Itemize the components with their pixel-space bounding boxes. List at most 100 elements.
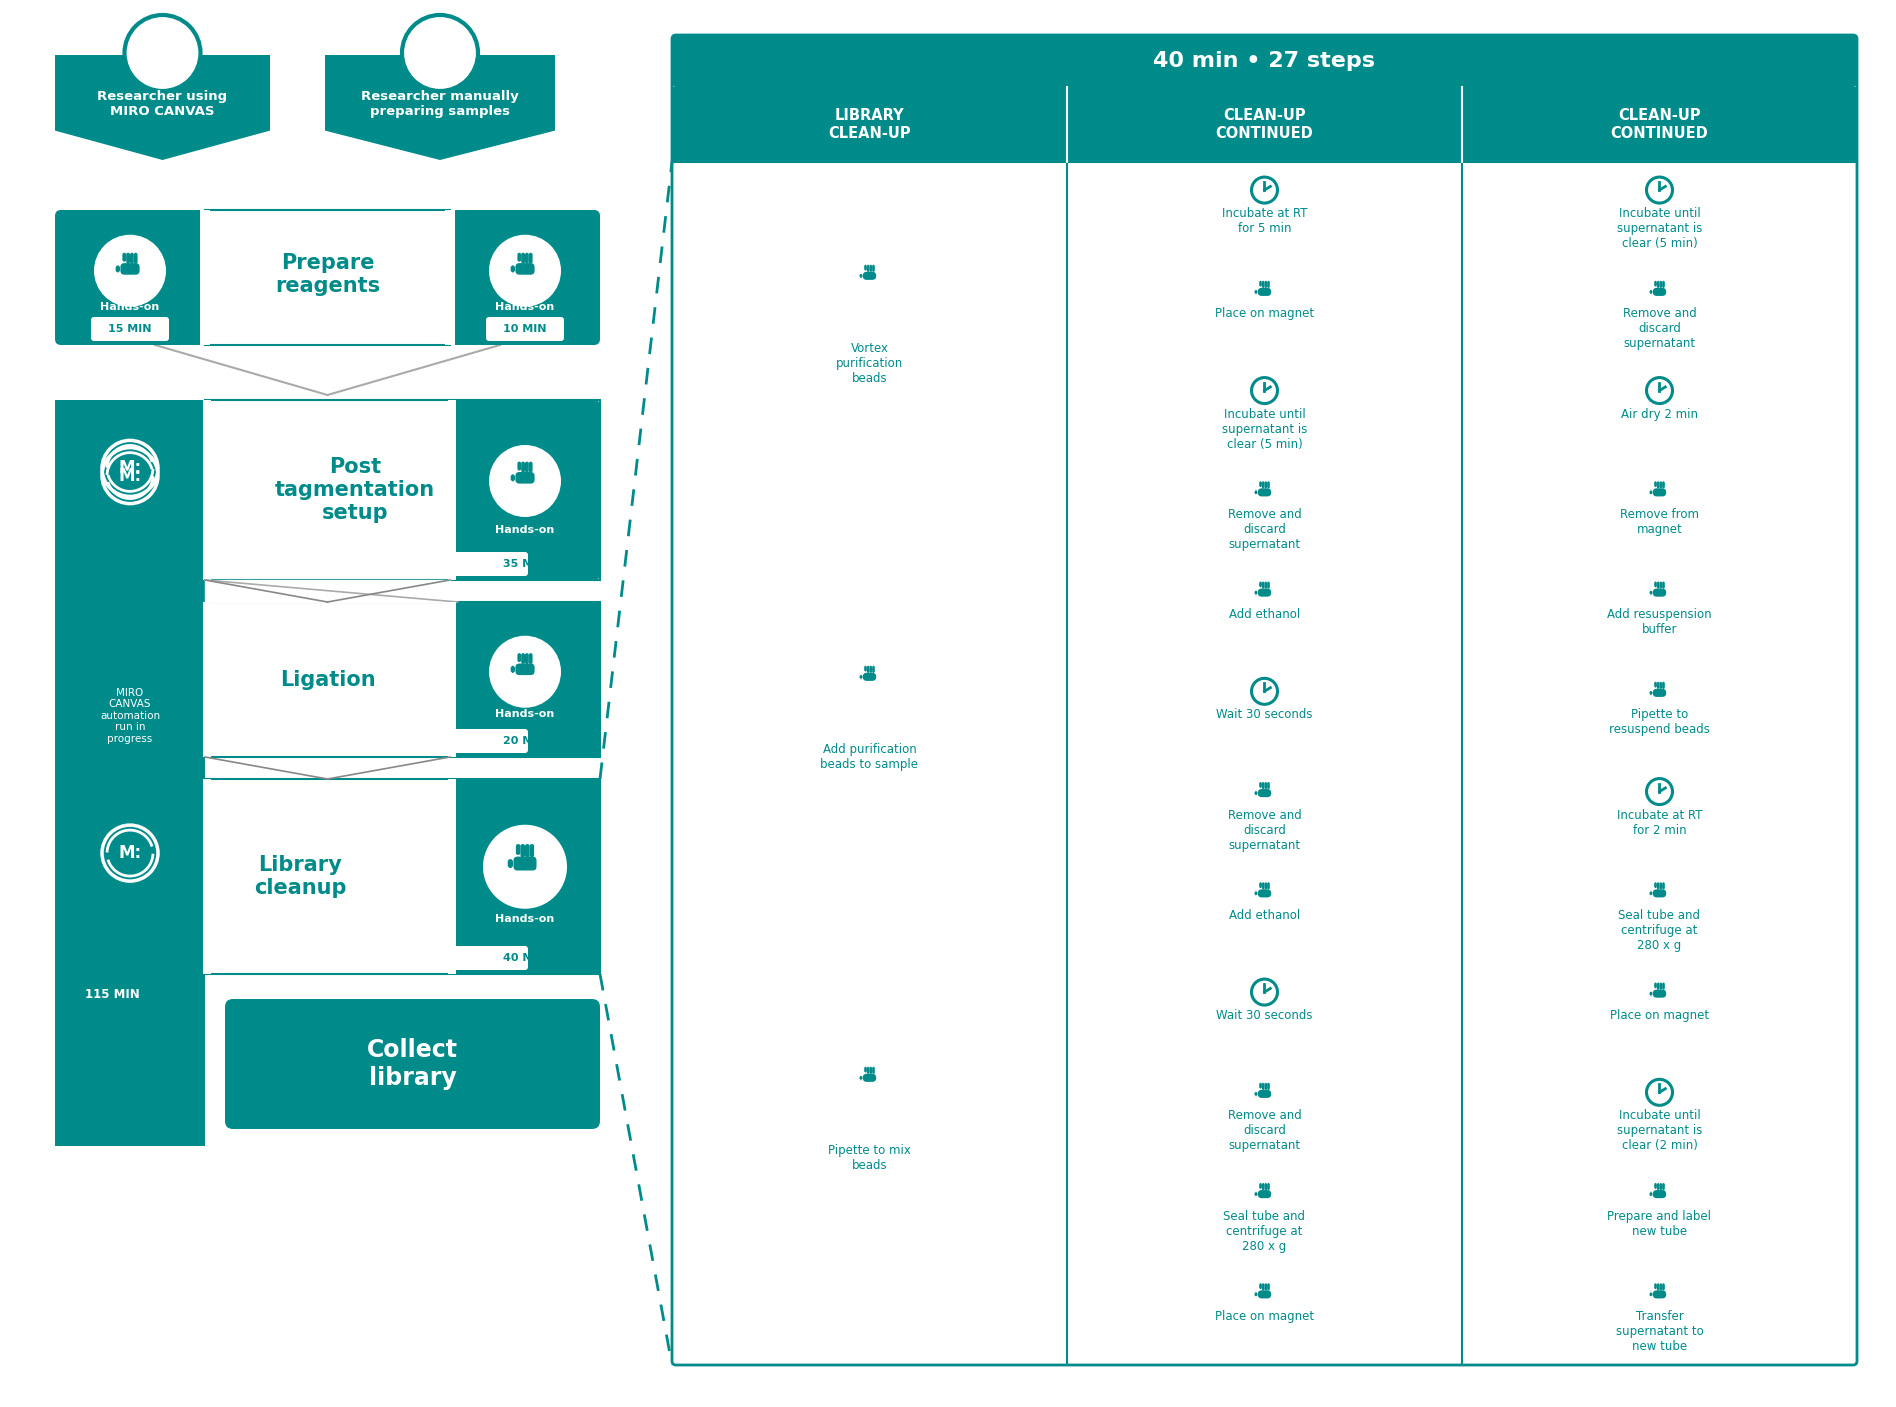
FancyBboxPatch shape <box>1650 1192 1653 1197</box>
Text: Wait 30 seconds: Wait 30 seconds <box>1215 708 1312 722</box>
Circle shape <box>155 42 169 55</box>
FancyBboxPatch shape <box>1657 280 1659 288</box>
FancyBboxPatch shape <box>1259 1082 1263 1089</box>
Text: Transfer
supernatant to
new tube: Transfer supernatant to new tube <box>1615 1310 1703 1354</box>
FancyBboxPatch shape <box>872 1067 874 1074</box>
FancyBboxPatch shape <box>447 946 527 969</box>
FancyBboxPatch shape <box>1263 1183 1265 1190</box>
Circle shape <box>125 15 201 91</box>
FancyBboxPatch shape <box>205 779 599 974</box>
Text: Hands-on: Hands-on <box>495 303 556 312</box>
Circle shape <box>483 825 567 909</box>
Text: CLEAN-UP
CONTINUED: CLEAN-UP CONTINUED <box>1610 108 1708 141</box>
FancyBboxPatch shape <box>449 779 599 974</box>
FancyBboxPatch shape <box>518 653 521 663</box>
FancyBboxPatch shape <box>1265 1283 1267 1290</box>
Text: Incubate until
supernatant is
clear (5 min): Incubate until supernatant is clear (5 m… <box>1221 408 1306 450</box>
FancyBboxPatch shape <box>1267 882 1270 889</box>
FancyBboxPatch shape <box>55 210 205 345</box>
FancyBboxPatch shape <box>430 56 449 61</box>
FancyBboxPatch shape <box>1255 1192 1257 1197</box>
Text: MIRO
CANVAS
automation
run in
progress: MIRO CANVAS automation run in progress <box>100 688 159 744</box>
FancyBboxPatch shape <box>671 35 1856 1365</box>
Text: 15 MIN: 15 MIN <box>108 324 152 333</box>
FancyBboxPatch shape <box>510 474 516 481</box>
FancyBboxPatch shape <box>64 982 159 1007</box>
FancyBboxPatch shape <box>1265 1183 1267 1190</box>
Text: 20 MIN: 20 MIN <box>502 736 546 746</box>
FancyBboxPatch shape <box>205 602 599 757</box>
Text: Wait 30 seconds: Wait 30 seconds <box>1215 1009 1312 1021</box>
Text: 40 MIN: 40 MIN <box>502 953 546 962</box>
Polygon shape <box>55 55 269 160</box>
FancyBboxPatch shape <box>1255 1092 1257 1096</box>
FancyBboxPatch shape <box>1265 882 1267 889</box>
FancyBboxPatch shape <box>1255 891 1257 896</box>
FancyBboxPatch shape <box>1653 1190 1667 1199</box>
FancyBboxPatch shape <box>1663 1283 1665 1290</box>
Text: Incubate until
supernatant is
clear (5 min): Incubate until supernatant is clear (5 m… <box>1617 207 1703 250</box>
FancyBboxPatch shape <box>1257 1290 1270 1299</box>
Text: Pipette to mix
beads: Pipette to mix beads <box>829 1144 910 1172</box>
Text: Place on magnet: Place on magnet <box>1215 1310 1314 1323</box>
FancyBboxPatch shape <box>1653 882 1657 888</box>
FancyBboxPatch shape <box>1659 1283 1663 1290</box>
FancyBboxPatch shape <box>1263 882 1265 889</box>
FancyBboxPatch shape <box>872 666 874 673</box>
Text: Hands-on: Hands-on <box>495 915 556 924</box>
Circle shape <box>434 42 446 55</box>
FancyBboxPatch shape <box>529 461 533 473</box>
FancyBboxPatch shape <box>1659 681 1663 689</box>
FancyBboxPatch shape <box>1653 581 1657 588</box>
FancyBboxPatch shape <box>55 400 205 602</box>
FancyBboxPatch shape <box>1257 1190 1270 1199</box>
FancyBboxPatch shape <box>529 253 533 263</box>
Text: Hands-on: Hands-on <box>495 709 556 719</box>
FancyBboxPatch shape <box>859 1075 863 1081</box>
FancyBboxPatch shape <box>518 253 521 262</box>
FancyBboxPatch shape <box>510 265 516 273</box>
FancyBboxPatch shape <box>1650 691 1653 695</box>
FancyBboxPatch shape <box>127 253 131 263</box>
FancyBboxPatch shape <box>525 461 529 473</box>
FancyBboxPatch shape <box>1267 1082 1270 1090</box>
FancyBboxPatch shape <box>863 272 876 280</box>
FancyBboxPatch shape <box>1657 581 1659 590</box>
FancyBboxPatch shape <box>1462 87 1856 162</box>
Text: Hands-on: Hands-on <box>100 303 159 312</box>
FancyBboxPatch shape <box>1659 982 1663 991</box>
Circle shape <box>489 636 561 708</box>
Text: Researcher manually
preparing samples: Researcher manually preparing samples <box>360 90 520 118</box>
FancyBboxPatch shape <box>1265 280 1267 288</box>
FancyBboxPatch shape <box>116 265 119 273</box>
FancyBboxPatch shape <box>516 844 520 855</box>
FancyBboxPatch shape <box>1267 1283 1270 1290</box>
FancyBboxPatch shape <box>1259 882 1263 888</box>
FancyBboxPatch shape <box>485 317 563 340</box>
FancyBboxPatch shape <box>1267 1183 1270 1190</box>
FancyBboxPatch shape <box>521 461 525 473</box>
FancyBboxPatch shape <box>1663 882 1665 889</box>
FancyBboxPatch shape <box>449 210 599 345</box>
FancyBboxPatch shape <box>1265 782 1267 789</box>
FancyBboxPatch shape <box>1653 982 1657 989</box>
FancyBboxPatch shape <box>1650 891 1653 896</box>
Text: Prepare and label
new tube: Prepare and label new tube <box>1608 1210 1712 1238</box>
FancyBboxPatch shape <box>671 35 1856 87</box>
FancyBboxPatch shape <box>866 265 870 272</box>
FancyBboxPatch shape <box>859 273 863 279</box>
Text: Collect
library: Collect library <box>368 1038 459 1090</box>
Text: M:: M: <box>118 467 142 484</box>
FancyBboxPatch shape <box>1657 1183 1659 1190</box>
Text: Remove and
discard
supernatant: Remove and discard supernatant <box>1227 1109 1301 1152</box>
FancyBboxPatch shape <box>1257 1090 1270 1097</box>
FancyBboxPatch shape <box>865 265 866 270</box>
FancyBboxPatch shape <box>91 317 169 340</box>
FancyBboxPatch shape <box>1653 681 1657 688</box>
Text: Researcher using
MIRO CANVAS: Researcher using MIRO CANVAS <box>97 90 228 118</box>
FancyBboxPatch shape <box>203 400 210 580</box>
FancyBboxPatch shape <box>1659 581 1663 590</box>
FancyBboxPatch shape <box>863 1074 876 1082</box>
FancyBboxPatch shape <box>1265 481 1267 488</box>
FancyBboxPatch shape <box>1663 1183 1665 1190</box>
